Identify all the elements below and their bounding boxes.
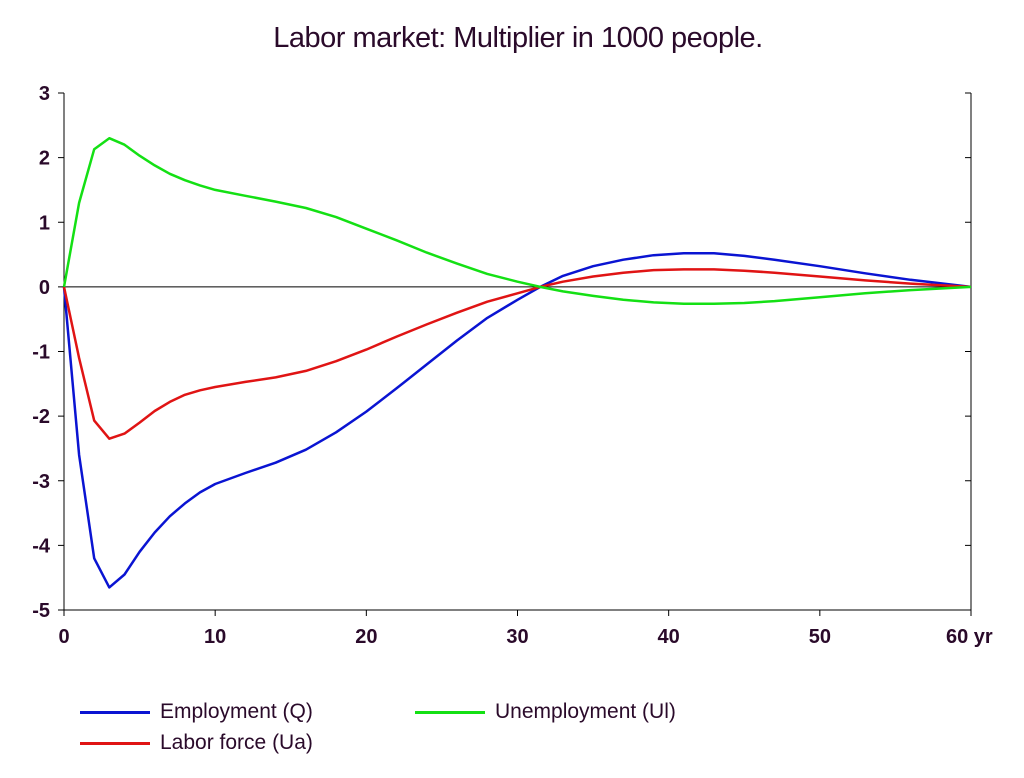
x-tick-label: 20 bbox=[355, 626, 377, 648]
y-tick-label: 1 bbox=[39, 212, 50, 234]
legend-item-unemployment: Unemployment (Ul) bbox=[415, 700, 676, 724]
x-tick-label: 60 yr bbox=[946, 626, 993, 648]
x-tick-label: 50 bbox=[809, 626, 831, 648]
legend-label-labor-force: Labor force (Ua) bbox=[160, 731, 313, 754]
y-tick-label: 2 bbox=[39, 148, 50, 170]
y-tick-label: -3 bbox=[32, 471, 50, 493]
series-line-1 bbox=[62, 268, 972, 440]
y-tick-label: -4 bbox=[32, 535, 51, 557]
legend-swatch-labor-force bbox=[80, 741, 150, 745]
x-tick-label: 30 bbox=[506, 626, 528, 648]
y-tick-label: -2 bbox=[32, 406, 50, 428]
series-line-0 bbox=[62, 252, 972, 589]
chart-title: Labor market: Multiplier in 1000 people. bbox=[273, 22, 763, 54]
legend-label-unemployment: Unemployment (Ul) bbox=[495, 700, 676, 723]
legend-item-labor-force: Labor force (Ua) bbox=[80, 731, 313, 755]
y-tick-label: 3 bbox=[39, 83, 50, 105]
x-tick-label: 10 bbox=[204, 626, 226, 648]
legend-swatch-employment bbox=[80, 710, 150, 714]
y-tick-label: 0 bbox=[39, 277, 50, 299]
y-tick-label: -5 bbox=[32, 600, 50, 622]
legend-item-employment: Employment (Q) bbox=[80, 700, 313, 724]
y-tick-label: -1 bbox=[32, 342, 50, 364]
legend-swatch-unemployment bbox=[415, 710, 485, 714]
legend-label-employment: Employment (Q) bbox=[160, 700, 313, 723]
x-tick-label: 40 bbox=[658, 626, 680, 648]
series-line-2 bbox=[62, 136, 972, 305]
x-tick-label: 0 bbox=[58, 626, 69, 648]
